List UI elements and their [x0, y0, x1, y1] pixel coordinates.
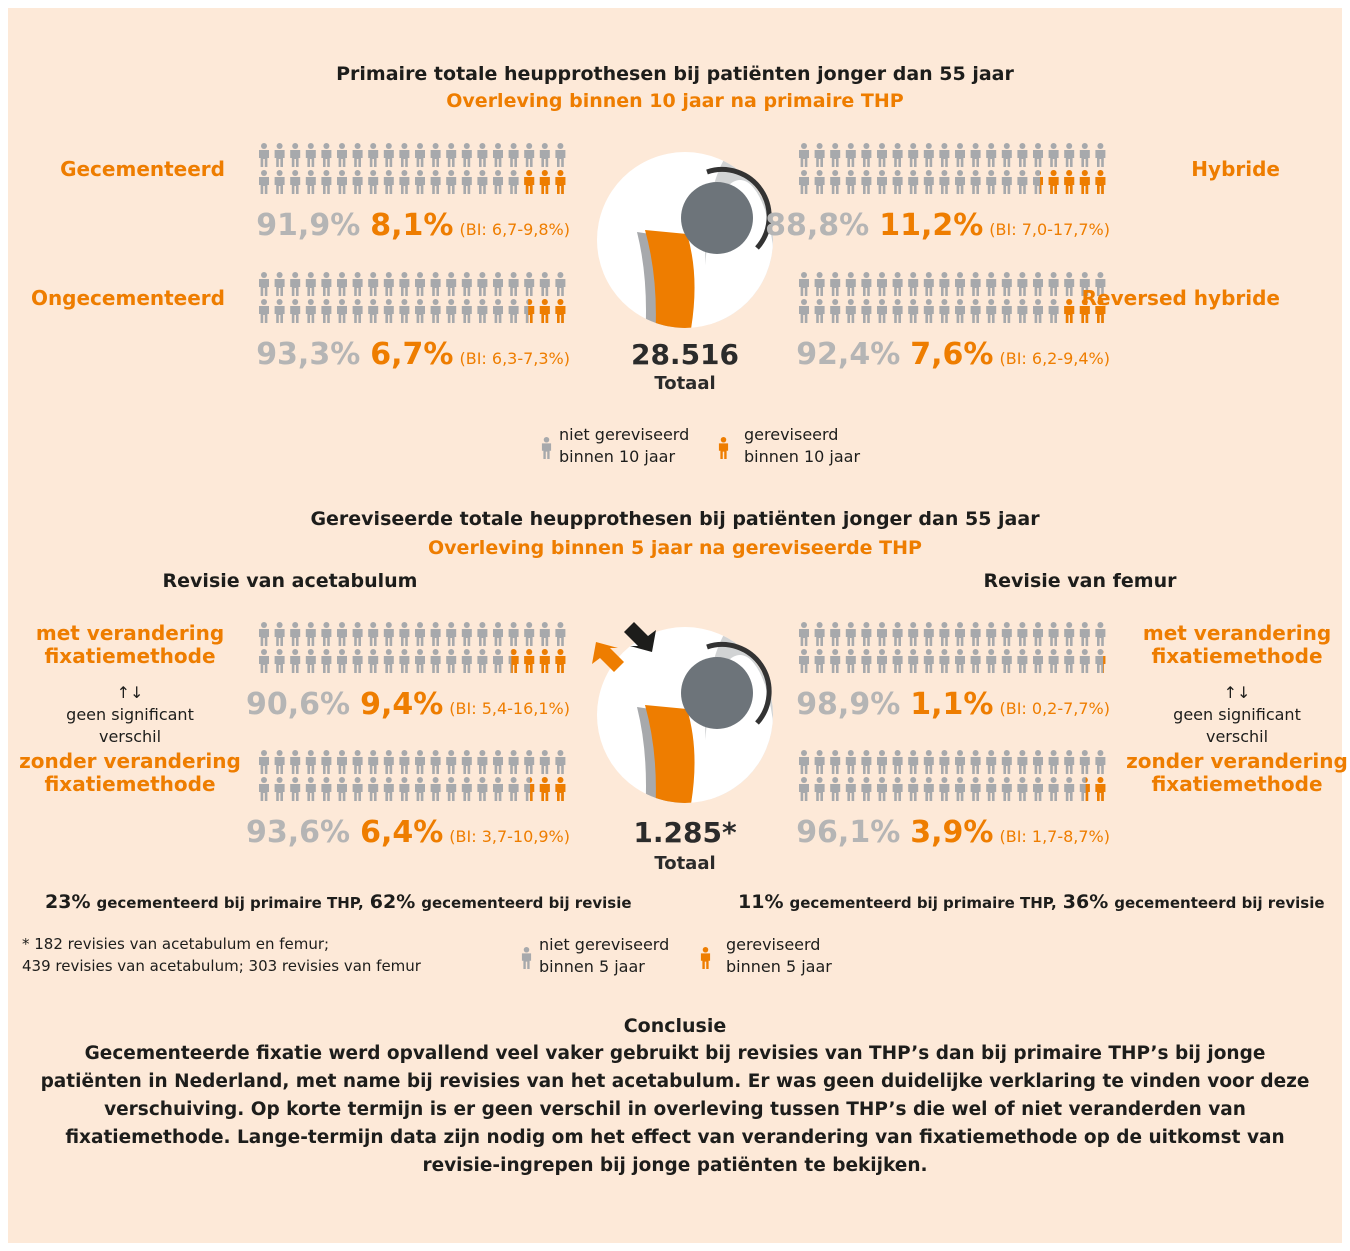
cemented-text: gecementeerd bij primaire THP,	[96, 894, 363, 912]
footnote: * 182 revisies van acetabulum en femur;	[22, 935, 329, 953]
cemented-text: gecementeerd bij revisie	[421, 894, 631, 912]
revised-pct: 9,4%	[360, 687, 443, 722]
group-heading: Revisie van femur	[984, 570, 1178, 592]
cemented-stats: 23% gecementeerd bij primaire THP, 62% gece…	[45, 891, 632, 913]
total-label: Totaal	[654, 853, 715, 874]
cemented-text: gecementeerd bij revisie	[1114, 894, 1324, 912]
revised-pct: 1,1%	[910, 687, 993, 722]
not-revised-pct: 91,9%	[256, 208, 360, 243]
confidence-interval: (BI: 3,7-10,9%)	[449, 827, 570, 846]
panel-label: fixatiemethode	[44, 644, 215, 668]
total: 1.285*	[633, 816, 737, 849]
revised-pct: 6,4%	[360, 815, 443, 850]
section-title: Gereviseerde totale heupprothesen bij pa…	[310, 508, 1040, 530]
legend-label: binnen 10 jaar	[744, 447, 860, 466]
cemented-pct: 23%	[45, 891, 90, 913]
confidence-interval: (BI: 6,3-7,3%)	[459, 349, 570, 368]
not-revised-pct: 98,9%	[796, 687, 900, 722]
group-heading: Revisie van acetabulum	[163, 570, 418, 592]
note: ↑↓	[1224, 683, 1251, 702]
legend-label: gereviseerd	[744, 425, 838, 444]
total-label: Totaal	[654, 373, 715, 394]
revised-pct: 11,2%	[879, 208, 983, 243]
legend-label: niet gereviseerd	[559, 425, 689, 444]
section-subtitle: Overleving binnen 10 jaar na primaire TH…	[446, 90, 904, 112]
legend-label: binnen 10 jaar	[559, 447, 675, 466]
total: 28.516	[631, 338, 739, 371]
cemented-pct: 36%	[1063, 891, 1108, 913]
cemented-pct: 11%	[738, 891, 783, 913]
note: verschil	[99, 727, 161, 746]
revised-pct: 8,1%	[370, 208, 453, 243]
section-title: Primaire totale heupprothesen bij patiën…	[336, 63, 1014, 85]
note: geen significant	[1173, 705, 1301, 724]
footnote: 439 revisies van acetabulum; 303 revisie…	[22, 957, 422, 975]
confidence-interval: (BI: 7,0-17,7%)	[989, 220, 1110, 239]
conclusion-text: Gecementeerde fixatie werd opvallend vee…	[40, 1040, 1310, 1180]
conclusion: Conclusie Gecementeerde fixatie werd opv…	[40, 1012, 1310, 1180]
panel-label: Gecementeerd	[60, 157, 225, 181]
not-revised-pct: 93,6%	[246, 815, 350, 850]
panel-label: fixatiemethode	[1151, 644, 1322, 668]
page: { "primary": { "title": "Primaire totale…	[0, 0, 1350, 1251]
legend-label: niet gereviseerd	[539, 935, 669, 954]
panel-label: zonder verandering	[19, 749, 241, 773]
panel-label: met verandering	[36, 621, 224, 645]
cemented-stats: 11% gecementeerd bij primaire THP, 36% gece…	[738, 891, 1325, 913]
note: geen significant	[66, 705, 194, 724]
panel-label: fixatiemethode	[44, 772, 215, 796]
panel-label: Reversed hybride	[1082, 286, 1280, 310]
not-revised-pct: 88,8%	[765, 208, 869, 243]
panel-label: met verandering	[1143, 621, 1331, 645]
legend-label: gereviseerd	[726, 935, 820, 954]
panel-label: Ongecementeerd	[31, 286, 225, 310]
not-revised-pct: 92,4%	[796, 337, 900, 372]
note: verschil	[1206, 727, 1268, 746]
not-revised-pct: 93,3%	[256, 337, 360, 372]
confidence-interval: (BI: 1,7-8,7%)	[999, 827, 1110, 846]
confidence-interval: (BI: 6,2-9,4%)	[999, 349, 1110, 368]
legend-label: binnen 5 jaar	[726, 957, 832, 976]
confidence-interval: (BI: 5,4-16,1%)	[449, 699, 570, 718]
cemented-pct: 62%	[370, 891, 415, 913]
confidence-interval: (BI: 6,7-9,8%)	[459, 220, 570, 239]
not-revised-pct: 90,6%	[246, 687, 350, 722]
panel-label: fixatiemethode	[1151, 772, 1322, 796]
cemented-text: gecementeerd bij primaire THP,	[789, 894, 1056, 912]
confidence-interval: (BI: 0,2-7,7%)	[999, 699, 1110, 718]
panel-label: zonder verandering	[1126, 749, 1348, 773]
revised-pct: 6,7%	[370, 337, 453, 372]
section-subtitle: Overleving binnen 5 jaar na gereviseerde…	[428, 537, 922, 559]
not-revised-pct: 96,1%	[796, 815, 900, 850]
panel-label: Hybride	[1191, 157, 1280, 181]
revised-pct: 7,6%	[910, 337, 993, 372]
revised-pct: 3,9%	[910, 815, 993, 850]
conclusion-title: Conclusie	[40, 1012, 1310, 1040]
legend-label: binnen 5 jaar	[539, 957, 645, 976]
note: ↑↓	[117, 683, 144, 702]
